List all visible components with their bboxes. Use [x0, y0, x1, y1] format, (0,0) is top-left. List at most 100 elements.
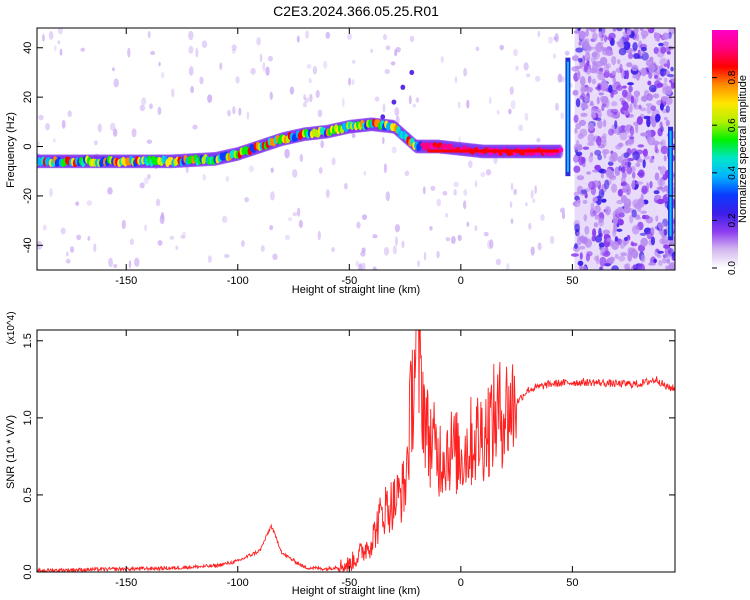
- noise-speckle: [576, 199, 581, 204]
- spectral-speckle: [436, 250, 440, 259]
- spectral-speckle: [143, 177, 149, 185]
- noise-speckle: [636, 198, 644, 208]
- noise-speckle: [576, 175, 585, 181]
- noise-speckle: [582, 265, 588, 270]
- noise-speckle: [639, 232, 647, 236]
- noise-speckle: [653, 258, 657, 263]
- noise-speckle: [618, 42, 625, 48]
- noise-speckle: [654, 144, 658, 153]
- spectrogram-panel: -150 -100 -50 0 50 -40 -20 0 20 40 Height of str…: [5, 27, 676, 296]
- spectral-speckle: [474, 180, 478, 188]
- spectral-speckle: [241, 240, 245, 247]
- spectral-speckle: [401, 240, 405, 249]
- spectral-speckle: [134, 257, 140, 267]
- noise-speckle: [603, 119, 607, 128]
- noise-speckle: [572, 201, 577, 207]
- branch-blob: [400, 84, 406, 90]
- spectral-speckle: [202, 174, 207, 181]
- spectral-speckle: [325, 189, 330, 198]
- noise-speckle: [619, 212, 625, 218]
- noise-speckle: [611, 265, 619, 270]
- y-tick-label: 1.0: [22, 410, 34, 425]
- noise-speckle: [642, 148, 648, 157]
- spectral-speckle: [54, 45, 57, 52]
- spectral-speckle: [113, 78, 119, 88]
- spectral-speckle: [150, 50, 156, 56]
- spectral-speckle: [351, 133, 356, 139]
- snr-x-label: Height of straight line (km): [292, 585, 420, 597]
- spectral-speckle: [358, 263, 363, 270]
- noise-speckle: [663, 228, 668, 236]
- noise-speckle: [598, 67, 604, 72]
- noise-speckle: [662, 41, 669, 47]
- noise-speckle: [597, 154, 603, 161]
- spectral-speckle: [306, 63, 312, 69]
- x-tick-label: 50: [566, 577, 578, 589]
- spectral-speckle: [534, 185, 537, 195]
- spectral-speckle: [260, 245, 265, 252]
- spectral-speckle: [121, 219, 126, 230]
- spectral-speckle: [537, 242, 542, 251]
- x-tick-label: -150: [115, 275, 137, 287]
- noise-speckle: [660, 68, 668, 72]
- noise-speckle: [622, 85, 627, 89]
- spectral-speckle: [423, 251, 427, 261]
- spectral-speckle: [147, 30, 151, 39]
- spectral-speckle: [499, 44, 504, 51]
- noise-speckle: [663, 63, 668, 68]
- noise-speckle: [587, 133, 595, 144]
- spectral-speckle: [57, 40, 61, 45]
- noise-speckle: [633, 28, 639, 35]
- noise-speckle: [624, 157, 629, 163]
- noise-speckle: [614, 120, 618, 129]
- spike-core: [669, 130, 672, 237]
- y-tick-label: -40: [22, 237, 34, 253]
- noise-speckle: [618, 47, 627, 56]
- spectral-speckle: [524, 112, 529, 121]
- spectral-speckle: [59, 48, 63, 56]
- colorbar: 0.0 0.2 0.4 0.6 0.8 Normalized spectral ampl…: [712, 30, 749, 275]
- noise-speckle: [655, 77, 663, 81]
- spectral-speckle: [462, 200, 467, 210]
- spectral-speckle: [468, 160, 473, 169]
- spectral-speckle: [309, 93, 313, 103]
- x-tick-label: 0: [458, 275, 464, 287]
- spectral-speckle: [415, 97, 420, 103]
- noise-speckle: [667, 74, 675, 78]
- spectral-speckle: [49, 187, 53, 198]
- spectral-speckle: [139, 104, 146, 112]
- noise-speckle: [623, 152, 630, 159]
- spectral-speckle: [259, 53, 263, 63]
- noise-speckle: [570, 253, 579, 257]
- spectral-speckle: [394, 107, 400, 117]
- spectral-speckle: [351, 79, 355, 86]
- spectral-speckle: [312, 65, 318, 75]
- spectral-speckle: [318, 167, 323, 174]
- noise-speckle: [636, 116, 643, 126]
- noise-speckle: [616, 85, 623, 91]
- spectral-speckle: [113, 263, 118, 269]
- noise-speckle: [590, 112, 597, 119]
- noise-speckle: [655, 215, 659, 222]
- noise-speckle: [587, 141, 595, 147]
- noise-speckle: [579, 128, 588, 137]
- snr-y-multiplier: (x10^4): [6, 311, 17, 344]
- spectral-speckle: [488, 96, 492, 105]
- spectral-speckle: [296, 207, 301, 217]
- noise-speckle: [636, 158, 643, 163]
- noise-speckle: [640, 46, 647, 52]
- spectral-speckle: [530, 189, 534, 199]
- spectral-speckle: [219, 62, 223, 70]
- noise-speckle: [594, 108, 602, 113]
- noise-speckle: [619, 63, 623, 74]
- noise-speckle: [660, 46, 666, 54]
- spectral-speckle: [57, 28, 63, 35]
- spectral-speckle: [525, 202, 528, 207]
- noise-speckle: [618, 218, 624, 226]
- spectral-speckle: [192, 124, 198, 130]
- noise-speckle: [616, 28, 623, 32]
- noise-speckle: [587, 122, 595, 131]
- spectral-speckle: [144, 224, 147, 232]
- noise-speckle: [640, 107, 647, 112]
- spectral-speckle: [94, 140, 98, 146]
